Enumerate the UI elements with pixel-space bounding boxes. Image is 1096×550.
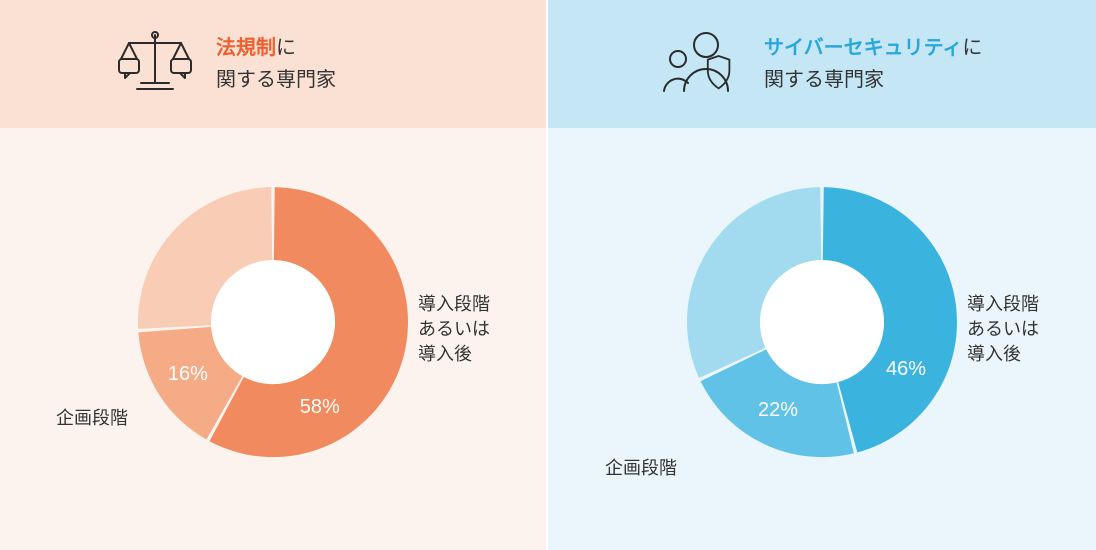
panel-title-right: サイバーセキュリティに 関する専門家 xyxy=(764,32,982,96)
panel-header-left: 法規制に 関する専門家 xyxy=(0,0,546,128)
panel-title-left: 法規制に 関する専門家 xyxy=(216,32,336,96)
donut-chart-left: 58% 導入段階 あるいは 導入後 16% 企画段階 xyxy=(0,128,546,550)
title-suffix-right: に xyxy=(962,37,982,59)
panel-cybersecurity: サイバーセキュリティに 関する専門家 46% 導入段階 あるいは 導入後 22% 企画… xyxy=(548,0,1096,550)
donut-category-label: 導入段階 あるいは 導入後 xyxy=(418,292,490,368)
panel-header-right: サイバーセキュリティに 関する専門家 xyxy=(548,0,1096,128)
donut-category-label: 企画段階 xyxy=(56,406,128,431)
balance-scale-icon xyxy=(110,29,200,99)
donut-percent-label: 46% xyxy=(886,358,926,381)
panel-regulation: 法規制に 関する専門家 58% 導入段階 あるいは 導入後 16% 企画段階 xyxy=(0,0,548,550)
title-line2-right: 関する専門家 xyxy=(764,69,884,91)
people-shield-icon xyxy=(658,29,748,99)
title-colored-left: 法規制 xyxy=(216,37,276,59)
title-line2-left: 関する専門家 xyxy=(216,69,336,91)
title-colored-right: サイバーセキュリティ xyxy=(764,37,962,59)
donut-percent-label: 58% xyxy=(300,396,340,419)
donut-category-label: 導入段階 あるいは 導入後 xyxy=(967,292,1039,368)
infographic-wrap: 法規制に 関する専門家 58%導入段階 あるいは 導入後16%企画段階 xyxy=(0,0,1096,550)
donut-percent-label: 22% xyxy=(758,399,798,422)
title-suffix-left: に xyxy=(276,37,296,59)
donut-percent-label: 16% xyxy=(168,363,208,386)
donut-chart-right: 46% 導入段階 あるいは 導入後 22% 企画段階 xyxy=(548,128,1096,550)
donut-category-label: 企画段階 xyxy=(605,456,677,481)
